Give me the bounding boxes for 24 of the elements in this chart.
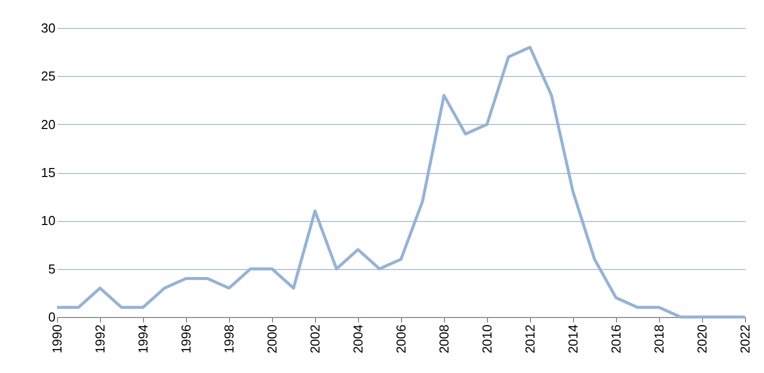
y-tick-label: 30	[41, 20, 56, 36]
y-tick-label: 5	[48, 261, 56, 276]
x-tick-label: 2012	[522, 324, 538, 354]
y-tick-label: 25	[41, 68, 56, 84]
x-tick-label: 2000	[264, 324, 280, 354]
x-tick-label: 2002	[308, 324, 322, 354]
x-tick-label: 1998	[222, 324, 236, 354]
x-tick-label: 2014	[566, 324, 580, 354]
x-tick-label: 1996	[178, 324, 194, 354]
x-tick-label: 1994	[136, 324, 150, 354]
x-tick-label: 1990	[50, 324, 64, 354]
y-tick-label: 10	[41, 213, 56, 228]
x-tick-label: 2010	[480, 324, 494, 354]
y-tick-label: 15	[41, 165, 56, 180]
x-tick-label: 2008	[436, 324, 452, 354]
x-tick-label: 2006	[394, 324, 408, 354]
x-tick-label: 1992	[92, 324, 108, 354]
x-tick-label: 2016	[608, 324, 624, 354]
x-tick-label: 2018	[652, 324, 666, 354]
x-tick-label: 2022	[738, 324, 752, 354]
x-tick-label: 2004	[350, 324, 366, 354]
y-tick-label: 0	[48, 310, 56, 324]
x-tick-label: 2020	[694, 324, 710, 354]
y-tick-label: 20	[41, 116, 56, 132]
